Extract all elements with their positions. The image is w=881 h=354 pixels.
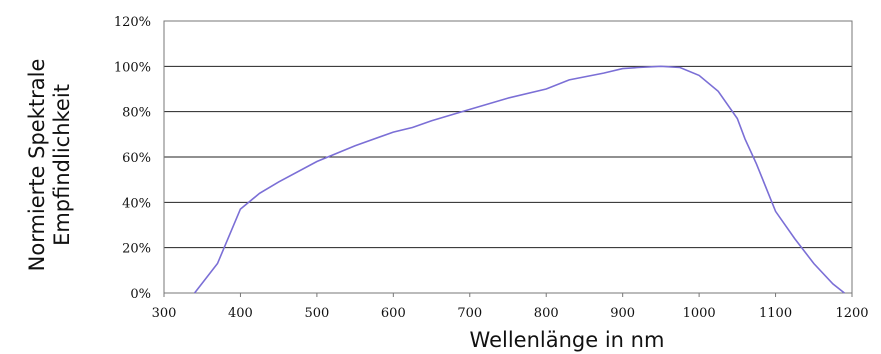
x-tick-label: 300 (152, 306, 177, 321)
y-axis-title: Normierte Spektrale Empfindlichkeit (25, 59, 74, 272)
y-axis-ticks: 0% 20% 40% 60% 80% 100% 120% (114, 15, 151, 302)
x-tick-label: 1100 (759, 306, 792, 321)
x-tick-label: 500 (304, 306, 329, 321)
y-tick-label: 60% (122, 151, 151, 166)
x-tick-label: 1200 (835, 306, 868, 321)
x-tick-label: 1000 (683, 306, 716, 321)
y-tick-label: 20% (122, 242, 151, 257)
y-tick-label: 80% (122, 106, 151, 121)
x-tick-label: 700 (457, 306, 482, 321)
x-tick-label: 600 (381, 306, 406, 321)
x-axis-title: Wellenlänge in nm (470, 328, 665, 352)
x-axis-ticks: 300 400 500 600 700 800 900 1000 1100 1200 (152, 293, 869, 321)
y-tick-label: 120% (114, 15, 151, 30)
x-tick-label: 400 (228, 306, 253, 321)
x-tick-label: 900 (610, 306, 635, 321)
sensitivity-curve (193, 65, 845, 294)
y-tick-label: 100% (114, 60, 151, 75)
y-axis-title-line-1: Normierte Spektrale (25, 59, 49, 272)
y-axis-title-line-2: Empfindlichkeit (50, 84, 74, 246)
y-tick-label: 0% (130, 287, 151, 302)
y-tick-label: 40% (122, 196, 151, 211)
x-tick-label: 800 (534, 306, 559, 321)
plot-frame (163, 20, 853, 294)
gridlines (164, 65, 852, 294)
